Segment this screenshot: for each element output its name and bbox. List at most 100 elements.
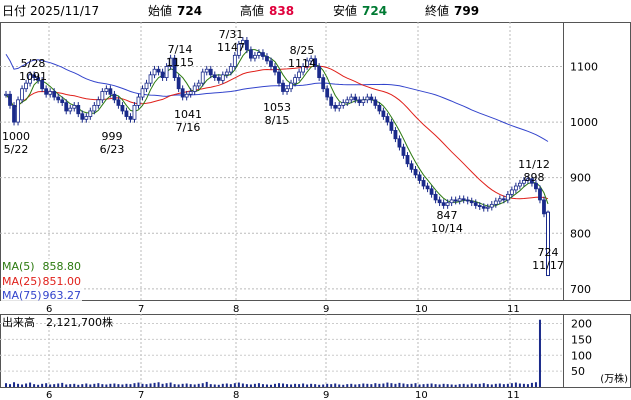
volume-bar	[37, 384, 40, 387]
close-value: 799	[454, 4, 480, 18]
volume-bar	[5, 383, 7, 387]
volume-bar	[482, 383, 485, 387]
annotation-value: 898	[524, 171, 545, 184]
candle-up	[365, 96, 370, 101]
legend-bg	[1, 259, 82, 302]
volume-bar	[21, 384, 24, 387]
candle-up	[497, 198, 502, 202]
volume-bar	[366, 383, 369, 387]
volume-bar	[310, 383, 313, 387]
candle-up	[526, 178, 530, 181]
volume-bar	[273, 383, 276, 387]
date-label: 日付	[2, 4, 27, 18]
volume-bar	[426, 383, 429, 387]
volume-bar	[221, 383, 224, 387]
volume-bar	[253, 383, 256, 387]
candle-down	[534, 182, 538, 190]
candle-down	[397, 138, 402, 148]
annotation-value: 999	[102, 130, 123, 143]
candle-up	[200, 71, 205, 84]
candle-down	[409, 163, 414, 170]
candle-down	[208, 68, 213, 76]
volume-bar	[450, 384, 453, 387]
volume-bar	[446, 384, 449, 387]
annotation-value: 1091	[19, 70, 47, 83]
candle-up	[196, 82, 201, 87]
candle-up	[16, 99, 20, 123]
annotation-value: 1053	[263, 101, 291, 114]
candle-down	[401, 146, 406, 156]
candle-down	[429, 188, 434, 195]
candle-up	[224, 71, 229, 76]
volume-bar	[494, 383, 497, 387]
volume-bar	[490, 384, 493, 387]
candle-down	[469, 200, 474, 204]
close-label: 終値	[425, 4, 450, 18]
volume-bar	[286, 384, 289, 387]
volume-bar	[374, 383, 377, 387]
candle-up	[293, 77, 297, 84]
x-tick-label-volume: 9	[323, 390, 329, 400]
volume-bar	[13, 382, 16, 387]
annotation-value: 1147	[217, 41, 245, 54]
candle-down	[120, 105, 125, 112]
candle-down	[64, 102, 69, 112]
candle-down	[425, 185, 430, 190]
volume-bar	[189, 384, 192, 387]
volume-bar	[294, 383, 297, 387]
candle-down	[128, 116, 133, 120]
volume-bar	[157, 382, 160, 387]
candle-down	[172, 57, 177, 78]
candle-up	[192, 85, 197, 92]
candle-down	[244, 39, 249, 51]
candle-down	[405, 155, 410, 165]
volume-bar	[390, 383, 393, 387]
candle-up	[445, 202, 450, 206]
x-tick-label-volume: 6	[46, 390, 52, 400]
volume-bar	[318, 384, 321, 387]
volume-bar	[414, 383, 417, 387]
legend-ma75-label: MA(75)	[2, 289, 42, 302]
volume-bar	[394, 383, 397, 387]
annotation-date: 5/22	[4, 143, 29, 156]
candle-down	[369, 96, 374, 101]
candle-down	[321, 77, 326, 90]
candle-up	[305, 60, 310, 67]
annotation-value: 1000	[2, 130, 30, 143]
annotation-date: 11/12	[518, 158, 550, 171]
volume-bar	[245, 384, 248, 387]
candle-down	[212, 74, 217, 78]
annotation-date: 7/16	[176, 121, 201, 134]
volume-bar	[201, 383, 204, 387]
volume-bar	[382, 383, 385, 387]
volume-tick-label: 150	[571, 333, 592, 346]
candle-down	[329, 96, 334, 106]
annotation-date: 6/23	[100, 143, 125, 156]
volume-bar	[302, 383, 305, 387]
candle-up	[253, 54, 257, 59]
candle-down	[373, 99, 378, 106]
volume-bar	[462, 383, 465, 387]
candle-up	[301, 66, 305, 73]
candle-up	[104, 88, 109, 92]
candle-down	[8, 93, 12, 106]
candle-up	[349, 96, 354, 101]
volume-bar	[29, 382, 32, 387]
candle-down	[269, 60, 273, 67]
volume-bar	[49, 384, 52, 387]
candle-last	[546, 211, 550, 277]
volume-label: 出来高	[2, 315, 35, 329]
volume-bar	[125, 383, 128, 387]
volume-bar	[53, 384, 56, 387]
candle-up	[92, 105, 97, 112]
candle-up	[361, 99, 366, 104]
volume-bar	[306, 384, 309, 387]
volume-bar	[458, 384, 461, 387]
volume-bar	[97, 383, 100, 387]
volume-bar	[474, 384, 477, 387]
candle-up	[285, 88, 289, 92]
candle-down	[317, 66, 322, 79]
volume-bar	[181, 383, 184, 387]
volume-bar	[213, 384, 216, 387]
